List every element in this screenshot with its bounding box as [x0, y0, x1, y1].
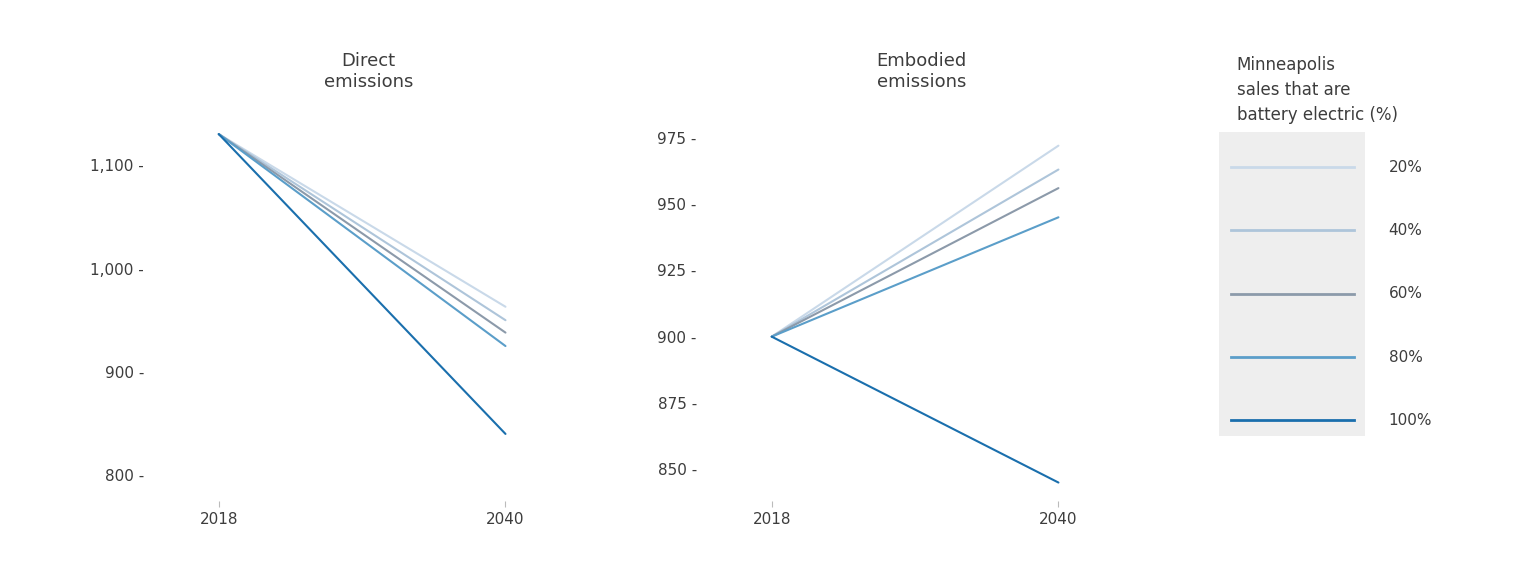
- Title: Direct
emissions: Direct emissions: [324, 52, 413, 91]
- Text: 40%: 40%: [1389, 223, 1422, 238]
- Text: 20%: 20%: [1389, 160, 1422, 175]
- Text: Minneapolis
sales that are
battery electric (%): Minneapolis sales that are battery elect…: [1236, 55, 1398, 123]
- Text: 60%: 60%: [1389, 286, 1422, 301]
- Text: 80%: 80%: [1389, 350, 1422, 365]
- Text: 100%: 100%: [1389, 413, 1432, 428]
- Title: Embodied
emissions: Embodied emissions: [877, 52, 966, 91]
- FancyBboxPatch shape: [1220, 131, 1366, 435]
